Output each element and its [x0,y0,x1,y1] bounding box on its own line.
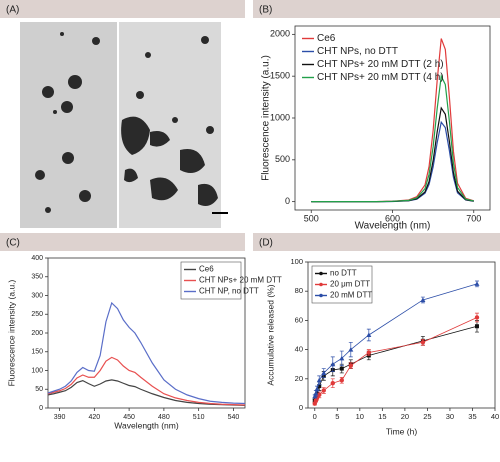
legend-label: CHT NPs+ 20 mM DTT [199,276,282,285]
x-tick-label: 510 [193,414,205,421]
marker [321,388,326,393]
marker [474,324,479,329]
x-axis-label: Time (h) [386,426,417,436]
x-tick-label: 500 [304,213,319,223]
marker [321,370,327,375]
y-tick-label: 300 [31,292,43,299]
panel-header [253,0,500,18]
panel-label: (D) [259,238,273,249]
marker [339,355,345,361]
x-tick-label: 480 [158,414,170,421]
y-tick-label: 0 [39,405,43,412]
panel-label: (C) [6,238,20,249]
marker [474,315,480,320]
y-tick-label: 250 [31,311,43,318]
marker [348,347,354,352]
y-tick-label: 1500 [270,71,290,81]
marker [316,377,322,383]
marker [366,332,372,337]
legend-label: Ce6 [199,265,214,274]
marker [366,350,372,355]
x-tick-label: 5 [335,412,339,421]
x-tick-label: 540 [228,414,240,421]
legend-marker [319,271,323,276]
x-tick-label: 30 [446,412,454,421]
y-tick-label: 0 [299,403,303,412]
panel-header [0,233,245,251]
marker [317,384,322,389]
marker [420,297,426,302]
plot-frame [307,261,496,409]
panel-header [253,233,500,251]
x-axis-label: Wavelength (nm) [114,420,179,430]
series-line [47,301,246,405]
x-tick-label: 600 [385,213,400,223]
legend-label: CHT NPs+ 20 mM DTT (4 h) [317,72,444,83]
marker [330,380,335,386]
x-tick-label: 15 [378,412,386,421]
y-axis-label: Fluorescence intensity (a.u.) [261,55,272,181]
legend-label: CHT NPs+ 20 mM DTT (2 h) [317,59,444,70]
x-tick-label: 450 [123,414,135,421]
x-tick-label: 10 [356,412,364,421]
y-tick-label: 0 [285,196,290,206]
marker [339,378,344,383]
x-tick-label: 420 [89,414,101,421]
y-tick-label: 100 [290,257,303,266]
legend-label: CHT NPs, no DTT [317,46,398,57]
x-tick-label: 20 [401,412,409,421]
micrograph-left [20,22,117,228]
legend-marker [319,282,323,287]
panel-label: (B) [259,5,272,16]
marker [313,390,319,396]
y-tick-label: 50 [35,386,43,393]
y-tick-label: 40 [295,345,303,354]
panel-header [0,0,245,18]
y-tick-label: 400 [31,255,43,262]
y-tick-label: 1000 [270,112,290,122]
y-tick-label: 500 [275,154,290,164]
x-tick-label: 35 [468,412,476,421]
y-tick-label: 60 [295,315,303,324]
series-line [311,74,474,203]
y-tick-label: 200 [31,330,43,337]
x-tick-label: 25 [423,412,431,421]
y-axis-label: Accumulative released (%) [265,284,275,385]
y-axis-label: Fluorescence intensity (a.u.) [6,279,16,386]
legend-label: CHT NP, no DTT [199,287,259,296]
marker [420,340,426,345]
x-tick-label: 0 [313,412,317,421]
marker [348,363,354,368]
y-tick-label: 150 [31,349,43,356]
legend-label: 20 mM DTT [330,291,372,300]
marker [314,386,320,392]
marker [312,393,318,399]
particles [35,32,218,213]
marker [330,361,336,367]
series-line [314,325,478,401]
panel-label: (A) [6,5,19,16]
marker [474,281,480,286]
series-line [47,356,246,406]
legend-label: Ce6 [317,33,336,44]
y-tick-label: 20 [295,374,303,383]
x-tick-label: 390 [54,414,66,421]
marker [339,366,344,371]
y-tick-label: 2000 [270,29,290,39]
y-tick-label: 80 [295,286,303,295]
y-tick-label: 350 [31,274,43,281]
legend-label: no DTT [330,269,357,278]
legend-marker [319,293,323,298]
series-line [311,120,474,203]
x-tick-label: 700 [466,213,481,223]
x-tick-label: 40 [491,412,499,421]
series-line [47,379,246,406]
x-axis-label: Wavelength (nm) [355,221,431,232]
micrograph [20,22,228,228]
legend-label: 20 μm DTT [330,280,370,289]
y-tick-label: 100 [31,367,43,374]
marker [317,392,322,398]
